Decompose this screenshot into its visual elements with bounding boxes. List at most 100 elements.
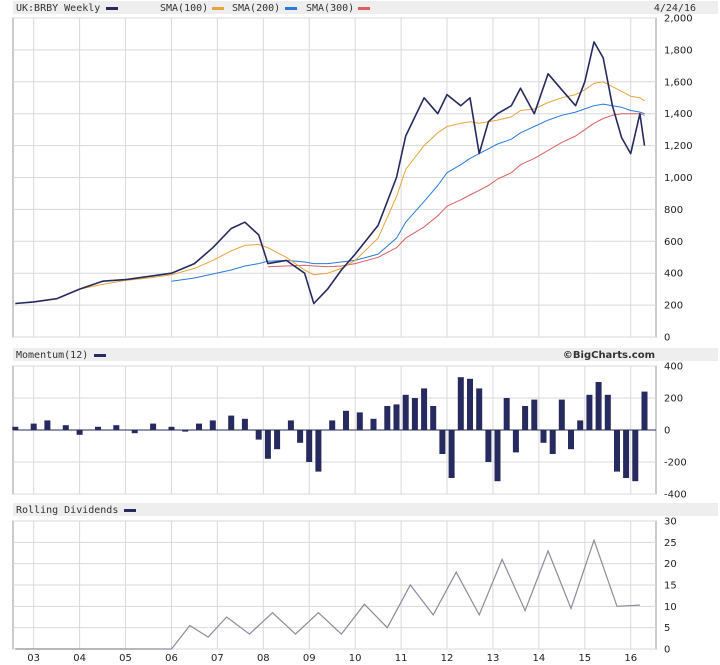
momentum-y-tick-label: -400 [664,490,687,501]
price-panel: 0 200 400 600 800 1,000 1,200 1,400 1,600 1,800 2,… [12,14,693,344]
momentum-bar [540,430,547,443]
x-tick-label-07: 07 [211,653,224,664]
x-tick-label-06: 06 [165,653,178,664]
momentum-y-tick-label: 400 [664,362,683,373]
momentum-bar [393,404,400,430]
momentum-y-axis: 400 200 0 -200 -400 [664,362,687,501]
momentum-bar [113,425,120,430]
momentum-bar [604,394,611,430]
momentum-bar [485,430,492,462]
legend-sma300-swatch [358,7,370,10]
momentum-bar [467,378,473,430]
dividends-y-tick-label: 5 [664,623,670,634]
dividends-y-tick-label: 20 [664,559,677,570]
dividends-line [15,538,640,650]
momentum-bar [494,430,501,482]
price-series [15,41,646,305]
momentum-bar [131,430,138,434]
momentum-bar [356,412,363,430]
momentum-y-tick-label: 0 [664,426,670,437]
x-tick-label-05: 05 [119,653,132,664]
momentum-bar [558,399,565,430]
symbol-label: UK:BRBY Weekly [16,3,100,14]
dividends-legend-swatch [124,509,136,512]
price-series-0-line [15,41,646,305]
branding: ©BigCharts.com [563,350,655,361]
momentum-bar [370,418,377,430]
x-tick-label-15: 15 [578,653,591,664]
dividends-label: Rolling Dividends [16,505,118,516]
price-y-axis: 0 200 400 600 800 1,000 1,200 1,400 1,600 1,800 2,… [664,14,693,344]
momentum-legend-swatch [94,354,106,357]
momentum-bar [503,398,510,430]
price-y-tick-label: 1,200 [664,141,693,152]
legend-sma100-label: SMA(100) [160,3,208,14]
price-y-tick-label: 1,600 [664,77,693,88]
momentum-bar [329,420,336,430]
price-y-tick-label: 0 [664,333,670,344]
momentum-bar [568,430,574,450]
momentum-y-tick-label: 200 [664,394,683,405]
price-y-tick-label: 2,000 [664,14,693,25]
price-grid [13,17,656,338]
momentum-bar [209,420,216,430]
momentum-y-tick-label: -200 [664,458,687,469]
momentum-bar [512,430,519,453]
momentum-bar [297,430,304,443]
x-axis: 03 04 05 06 07 08 09 10 11 12 13 14 15 16 [27,653,637,664]
momentum-bar [549,430,556,454]
x-tick-label-11: 11 [395,653,408,664]
momentum-bar [255,430,262,440]
momentum-bar [264,430,271,459]
price-series-3-line [267,113,645,268]
momentum-bar [614,430,620,472]
momentum-bar [274,430,281,450]
x-tick-label-16: 16 [624,653,637,664]
x-tick-label-10: 10 [349,653,362,664]
momentum-bar [641,391,648,430]
momentum-bar [228,415,235,430]
momentum-bar [402,394,409,430]
momentum-bar [76,430,83,435]
symbol-legend-swatch [106,7,118,10]
price-y-tick-label: 1,000 [664,173,693,184]
momentum-bar [411,398,418,430]
momentum-bar [384,406,391,430]
momentum-bar [182,430,189,432]
dividends-panel: 30 25 20 15 10 5 0 [12,517,677,656]
chart-date: 4/24/16 [654,3,696,14]
x-tick-label-13: 13 [487,653,500,664]
momentum-bar [632,430,639,482]
momentum-bar [623,430,630,478]
momentum-bar [12,426,19,430]
price-y-tick-label: 400 [664,269,683,280]
dividends-y-tick-label: 15 [664,581,677,592]
momentum-series [12,377,656,482]
momentum-bar [315,430,322,472]
dividends-y-tick-label: 0 [664,645,670,656]
momentum-header-bar [13,348,718,361]
momentum-bar [30,423,37,430]
momentum-bar [95,426,101,430]
momentum-bar [586,394,593,430]
price-y-tick-label: 1,800 [664,45,693,56]
dividends-y-tick-label: 10 [664,602,677,613]
momentum-bar [62,425,69,430]
x-tick-label-12: 12 [441,653,454,664]
price-series-2-line [171,103,645,282]
dividends-series [15,538,640,650]
dividends-y-axis: 30 25 20 15 10 5 0 [664,517,677,656]
momentum-panel: 400 200 0 -200 -400 [12,362,687,501]
dividends-y-tick-label: 30 [664,517,677,528]
price-y-tick-label: 200 [664,301,683,312]
price-y-tick-label: 1,400 [664,109,693,120]
momentum-bar [439,430,446,454]
momentum-bar [448,430,455,478]
momentum-bar [150,423,157,430]
momentum-bar [595,382,602,430]
momentum-bar [44,420,51,430]
momentum-bar [287,420,294,430]
momentum-bar [531,399,538,430]
momentum-bar [522,406,529,430]
momentum-bar [577,420,584,430]
